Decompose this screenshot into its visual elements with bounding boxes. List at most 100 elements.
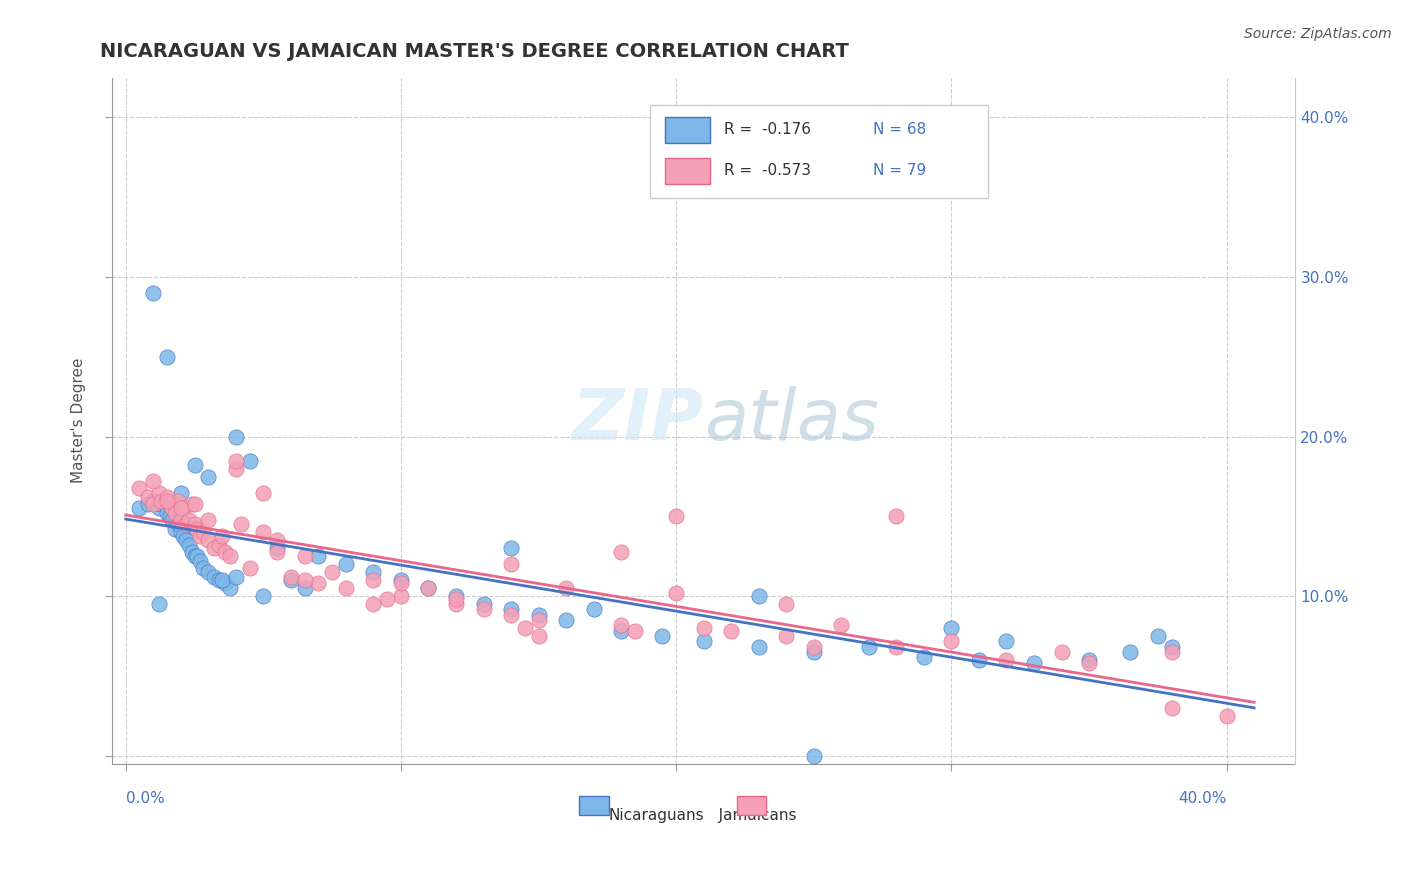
FancyBboxPatch shape [665, 158, 710, 184]
Point [803, 748, 825, 763]
Point [1160, 701, 1182, 715]
Point [266, 541, 288, 556]
Point [170, 501, 193, 516]
Point [197, 513, 219, 527]
Point [136, 491, 159, 505]
Y-axis label: Master's Degree: Master's Degree [72, 358, 86, 483]
Point [202, 541, 225, 556]
Point [1160, 645, 1182, 659]
Point [363, 597, 385, 611]
Text: N = 68: N = 68 [873, 121, 927, 136]
Point [1078, 657, 1101, 671]
Point [941, 621, 963, 635]
Point [188, 554, 211, 568]
Point [148, 485, 170, 500]
Point [225, 461, 247, 475]
Point [307, 576, 329, 591]
Point [499, 602, 522, 616]
Point [142, 475, 165, 489]
Point [527, 608, 550, 623]
Point [128, 501, 150, 516]
Text: 0.0%: 0.0% [125, 791, 165, 806]
Point [156, 493, 179, 508]
Point [266, 544, 288, 558]
Point [1022, 657, 1045, 671]
Point [720, 624, 742, 639]
Point [183, 497, 205, 511]
Point [610, 544, 633, 558]
Point [174, 517, 197, 532]
Point [499, 541, 522, 556]
Point [188, 528, 211, 542]
Text: Jamaicans: Jamaicans [703, 808, 796, 823]
Point [624, 624, 647, 639]
Point [252, 485, 274, 500]
Point [219, 582, 242, 596]
Point [142, 493, 165, 508]
Point [183, 517, 205, 532]
Point [294, 582, 316, 596]
Point [177, 513, 200, 527]
Point [136, 497, 159, 511]
Point [167, 493, 190, 508]
Point [1119, 645, 1142, 659]
Point [748, 640, 770, 655]
Point [886, 640, 908, 655]
Point [225, 430, 247, 444]
Point [555, 582, 578, 596]
Point [363, 574, 385, 588]
Point [177, 538, 200, 552]
Point [238, 560, 260, 574]
Point [197, 469, 219, 483]
Point [803, 640, 825, 655]
Point [191, 560, 214, 574]
Point [363, 566, 385, 580]
Point [266, 533, 288, 548]
Point [527, 613, 550, 627]
Point [335, 558, 357, 572]
Point [252, 589, 274, 603]
Point [651, 629, 673, 643]
Point [444, 589, 467, 603]
Point [307, 549, 329, 564]
Point [748, 589, 770, 603]
Point [148, 501, 170, 516]
Point [170, 525, 193, 540]
Point [294, 549, 316, 564]
Point [1146, 629, 1168, 643]
Text: 40.0%: 40.0% [1178, 791, 1226, 806]
Point [150, 493, 173, 508]
Text: R =  -0.176: R = -0.176 [724, 121, 811, 136]
Point [225, 453, 247, 467]
Point [186, 522, 208, 536]
Point [173, 528, 195, 542]
Point [183, 549, 205, 564]
Point [418, 582, 440, 596]
Point [912, 649, 935, 664]
Point [1050, 645, 1073, 659]
Point [444, 592, 467, 607]
Point [170, 485, 193, 500]
Point [156, 491, 179, 505]
Point [174, 517, 197, 532]
Point [1215, 709, 1237, 723]
Point [418, 582, 440, 596]
Point [665, 586, 688, 600]
Text: atlas: atlas [703, 386, 879, 455]
Point [142, 497, 165, 511]
Point [830, 618, 852, 632]
Point [941, 634, 963, 648]
Point [472, 602, 495, 616]
Point [389, 574, 412, 588]
Point [1160, 640, 1182, 655]
Point [886, 509, 908, 524]
Point [499, 608, 522, 623]
Point [775, 597, 797, 611]
Point [238, 453, 260, 467]
Point [180, 544, 202, 558]
Point [389, 576, 412, 591]
Point [555, 613, 578, 627]
Point [610, 618, 633, 632]
Point [280, 574, 302, 588]
Text: Source: ZipAtlas.com: Source: ZipAtlas.com [1244, 27, 1392, 41]
